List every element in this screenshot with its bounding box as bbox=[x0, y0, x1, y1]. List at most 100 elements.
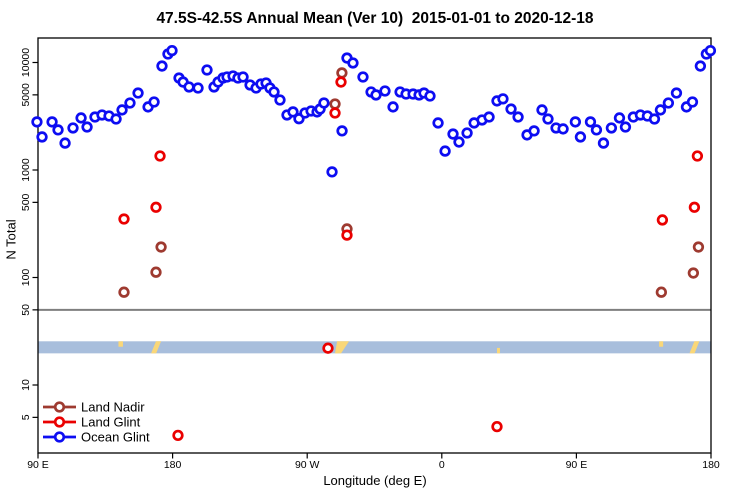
data-point-ocean-glint bbox=[483, 111, 495, 123]
data-point-land-glint bbox=[150, 201, 162, 213]
data-point-ocean-glint bbox=[453, 136, 465, 148]
data-point-land-glint bbox=[329, 107, 341, 119]
x-tick-label: 90 E bbox=[27, 459, 49, 471]
y-tick-label: 5 bbox=[20, 414, 32, 420]
data-point-ocean-glint bbox=[156, 60, 168, 72]
legend-marker bbox=[53, 416, 66, 428]
legend-label: Land Glint bbox=[81, 415, 141, 430]
data-point-ocean-glint bbox=[75, 112, 87, 124]
land-patch bbox=[496, 347, 500, 354]
data-point-ocean-glint bbox=[46, 116, 58, 128]
plot-frame bbox=[37, 37, 712, 454]
ocean-band bbox=[38, 341, 711, 354]
data-point-land-nadir bbox=[655, 286, 667, 298]
data-point-ocean-glint bbox=[584, 116, 597, 128]
data-point-ocean-glint bbox=[590, 124, 603, 136]
data-point-ocean-glint bbox=[237, 71, 249, 83]
data-point-ocean-glint bbox=[67, 122, 79, 134]
data-point-ocean-glint bbox=[654, 104, 667, 116]
data-point-land-glint bbox=[656, 214, 669, 226]
x-axis-title: Longitude (deg E) bbox=[323, 473, 427, 488]
data-point-land-glint bbox=[154, 150, 166, 162]
data-point-ocean-glint bbox=[461, 127, 473, 139]
legend-marker bbox=[53, 401, 66, 413]
data-point-ocean-glint bbox=[605, 122, 618, 134]
data-point-ocean-glint bbox=[619, 121, 632, 133]
data-point-ocean-glint bbox=[613, 112, 626, 124]
data-point-ocean-glint bbox=[148, 96, 160, 108]
y-tick-label: 500 bbox=[20, 193, 32, 211]
y-tick-label: 5000 bbox=[20, 83, 32, 107]
data-point-ocean-glint bbox=[662, 97, 675, 109]
data-point-ocean-glint bbox=[132, 87, 144, 99]
data-point-ocean-glint bbox=[336, 125, 348, 137]
data-point-ocean-glint bbox=[439, 145, 451, 157]
data-point-ocean-glint bbox=[52, 124, 64, 136]
land-patch bbox=[689, 341, 700, 354]
data-point-ocean-glint bbox=[597, 137, 610, 149]
data-point-land-glint bbox=[118, 213, 130, 225]
data-point-land-glint bbox=[691, 150, 704, 162]
data-point-ocean-glint bbox=[542, 113, 554, 125]
data-point-ocean-glint bbox=[670, 87, 683, 99]
x-tick-label: 180 bbox=[164, 459, 182, 471]
data-point-land-nadir bbox=[155, 241, 167, 253]
data-point-land-nadir bbox=[692, 241, 705, 253]
data-point-ocean-glint bbox=[347, 57, 359, 69]
x-tick-label: 0 bbox=[439, 459, 445, 471]
data-point-land-nadir bbox=[687, 267, 700, 279]
data-point-ocean-glint bbox=[447, 128, 459, 140]
data-point-ocean-glint bbox=[512, 111, 524, 123]
data-point-ocean-glint bbox=[379, 85, 391, 97]
land-patch bbox=[151, 341, 162, 354]
data-point-ocean-glint bbox=[166, 44, 178, 57]
x-tick-label: 90 W bbox=[295, 459, 320, 471]
y-tick-label: 100 bbox=[20, 269, 32, 287]
data-point-ocean-glint bbox=[110, 113, 122, 125]
data-point-land-nadir bbox=[118, 286, 130, 298]
y-tick-label: 10 bbox=[20, 379, 32, 391]
data-point-ocean-glint bbox=[183, 81, 195, 93]
data-point-ocean-glint bbox=[528, 125, 540, 137]
data-point-ocean-glint bbox=[124, 97, 136, 109]
data-point-ocean-glint bbox=[81, 121, 93, 133]
legend-label: Ocean Glint bbox=[81, 430, 150, 445]
data-point-ocean-glint bbox=[536, 104, 548, 116]
land-patch bbox=[335, 341, 350, 354]
data-point-land-nadir bbox=[150, 266, 162, 278]
data-point-ocean-glint bbox=[370, 89, 382, 101]
data-point-ocean-glint bbox=[59, 137, 71, 149]
data-point-ocean-glint bbox=[686, 96, 699, 108]
data-point-land-glint bbox=[341, 229, 353, 241]
data-point-ocean-glint bbox=[574, 131, 587, 143]
data-point-ocean-glint bbox=[424, 90, 436, 102]
y-tick-label: 50 bbox=[20, 304, 32, 316]
chart-title: 47.5S-42.5S Annual Mean (Ver 10) 2015-01… bbox=[156, 10, 594, 27]
data-point-ocean-glint bbox=[569, 116, 582, 128]
x-tick-label: 90 E bbox=[566, 459, 588, 471]
legend-label: Land Nadir bbox=[81, 400, 145, 415]
y-tick-label: 10000 bbox=[20, 48, 32, 77]
legend-marker bbox=[53, 431, 66, 443]
data-point-ocean-glint bbox=[36, 131, 48, 143]
data-point-ocean-glint bbox=[357, 71, 369, 83]
data-point-ocean-glint bbox=[326, 166, 338, 178]
data-point-ocean-glint bbox=[704, 44, 717, 57]
data-point-ocean-glint bbox=[318, 97, 330, 109]
data-point-ocean-glint bbox=[648, 113, 661, 125]
data-point-ocean-glint bbox=[274, 94, 286, 106]
x-tick-label: 180 bbox=[702, 459, 720, 471]
data-point-land-glint bbox=[491, 420, 503, 433]
data-point-land-nadir bbox=[336, 67, 348, 79]
data-point-ocean-glint bbox=[287, 106, 299, 118]
data-point-land-glint bbox=[322, 342, 334, 354]
y-tick-label: 1000 bbox=[20, 158, 32, 182]
data-point-ocean-glint bbox=[116, 104, 128, 116]
land-patch bbox=[659, 341, 664, 347]
data-point-land-glint bbox=[172, 429, 184, 442]
data-point-ocean-glint bbox=[432, 117, 444, 129]
data-point-land-nadir bbox=[329, 98, 341, 110]
data-point-ocean-glint bbox=[31, 116, 43, 128]
